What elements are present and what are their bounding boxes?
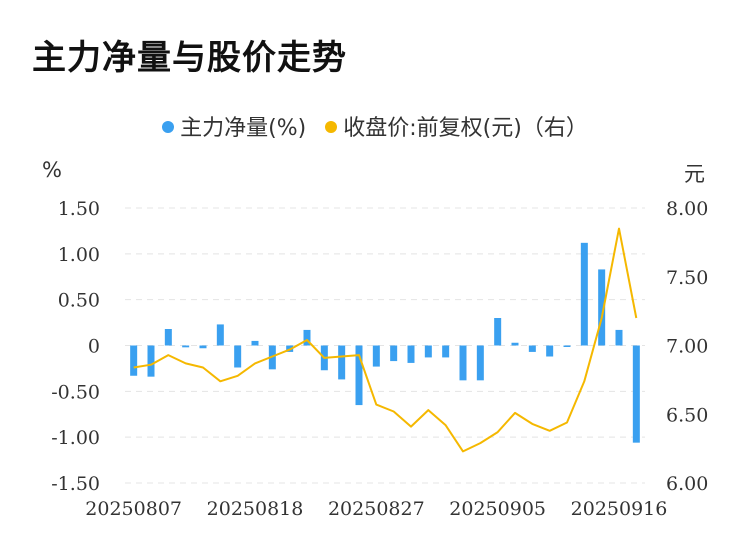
legend-bar-label: 主力净量(%) bbox=[180, 116, 307, 141]
bar bbox=[528, 345, 536, 352]
right-tick-label: 6.00 bbox=[666, 473, 708, 495]
left-tick-label: 0.50 bbox=[58, 290, 100, 312]
bar bbox=[199, 345, 207, 349]
left-tick-label: -1.50 bbox=[51, 473, 100, 495]
bar bbox=[494, 318, 502, 346]
chart-title: 主力净量与股价走势 bbox=[32, 38, 347, 78]
bar bbox=[511, 342, 519, 346]
bar bbox=[251, 340, 259, 346]
bar bbox=[234, 345, 242, 368]
left-tick-label: 1.00 bbox=[58, 244, 100, 266]
legend-line-dot-icon bbox=[325, 121, 338, 133]
bar bbox=[338, 345, 346, 380]
left-tick-label: -1.00 bbox=[51, 427, 100, 449]
x-tick-label: 20250905 bbox=[449, 498, 546, 520]
x-tick-label: 20250916 bbox=[571, 498, 668, 520]
bar bbox=[130, 345, 138, 376]
bar bbox=[372, 345, 380, 367]
bar bbox=[182, 345, 190, 348]
x-tick-label: 20250818 bbox=[207, 498, 304, 520]
bar bbox=[563, 345, 571, 347]
x-tick-label: 20250827 bbox=[328, 498, 425, 520]
bar bbox=[424, 345, 432, 358]
bar bbox=[303, 329, 311, 346]
left-tick-label: -0.50 bbox=[51, 381, 100, 403]
legend-line-label: 收盘价:前复权(元)（右） bbox=[343, 116, 588, 141]
bar bbox=[390, 345, 398, 362]
bar bbox=[459, 345, 467, 381]
bar bbox=[598, 269, 606, 346]
bar bbox=[164, 329, 172, 346]
legend-item-line[interactable]: 收盘价:前复权(元)（右） bbox=[325, 110, 588, 142]
left-tick-label: 0 bbox=[88, 336, 100, 358]
right-tick-label: 8.00 bbox=[666, 198, 708, 220]
bar bbox=[476, 345, 484, 381]
bar bbox=[632, 345, 640, 443]
bar bbox=[147, 345, 155, 377]
bar bbox=[216, 324, 224, 346]
price-line bbox=[133, 227, 638, 453]
right-tick-label: 7.00 bbox=[666, 336, 708, 358]
bar bbox=[442, 345, 450, 358]
bar bbox=[580, 242, 588, 346]
bar bbox=[615, 329, 623, 346]
right-tick-label: 7.50 bbox=[666, 267, 708, 289]
bar bbox=[355, 345, 363, 406]
right-axis-unit: 元 bbox=[684, 162, 705, 186]
bar bbox=[407, 345, 415, 363]
bar bbox=[546, 345, 554, 357]
legend: 主力净量(%) 收盘价:前复权(元)（右） bbox=[0, 110, 750, 142]
legend-bar-dot-icon bbox=[162, 121, 175, 133]
right-tick-label: 6.50 bbox=[666, 404, 708, 426]
legend-item-bar[interactable]: 主力净量(%) bbox=[162, 110, 306, 142]
left-axis-unit: % bbox=[42, 158, 62, 182]
x-tick-label: 20250807 bbox=[85, 498, 182, 520]
left-tick-label: 1.50 bbox=[58, 198, 100, 220]
